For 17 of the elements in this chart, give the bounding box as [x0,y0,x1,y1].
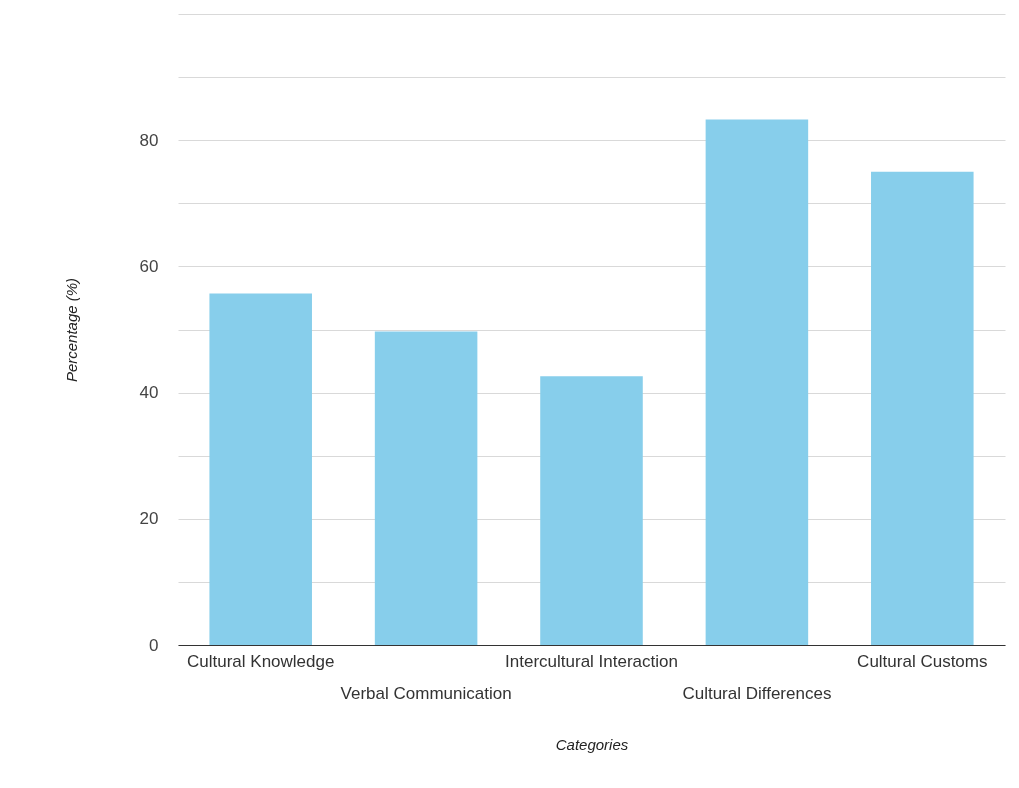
x-tick-label: Cultural Differences [682,683,832,703]
x-tick-label: Cultural Customs [857,651,988,671]
bar [871,171,974,645]
bar [374,331,478,645]
y-tick-label: 60 [139,256,159,276]
x-tick-label: Verbal Communication [340,683,512,703]
x-tick-label: Intercultural Interaction [505,651,678,671]
x-axis-title: Categories [555,735,629,753]
y-tick-label: 20 [139,509,159,529]
bar [209,293,312,645]
y-axis-title: Percentage (%) [62,277,80,383]
y-tick-label: 80 [139,130,159,150]
bar [540,376,643,645]
bar [705,119,809,645]
x-tick-label: Cultural Knowledge [186,651,335,671]
y-tick-label: 0 [149,635,159,655]
y-tick-label: 40 [139,383,159,403]
